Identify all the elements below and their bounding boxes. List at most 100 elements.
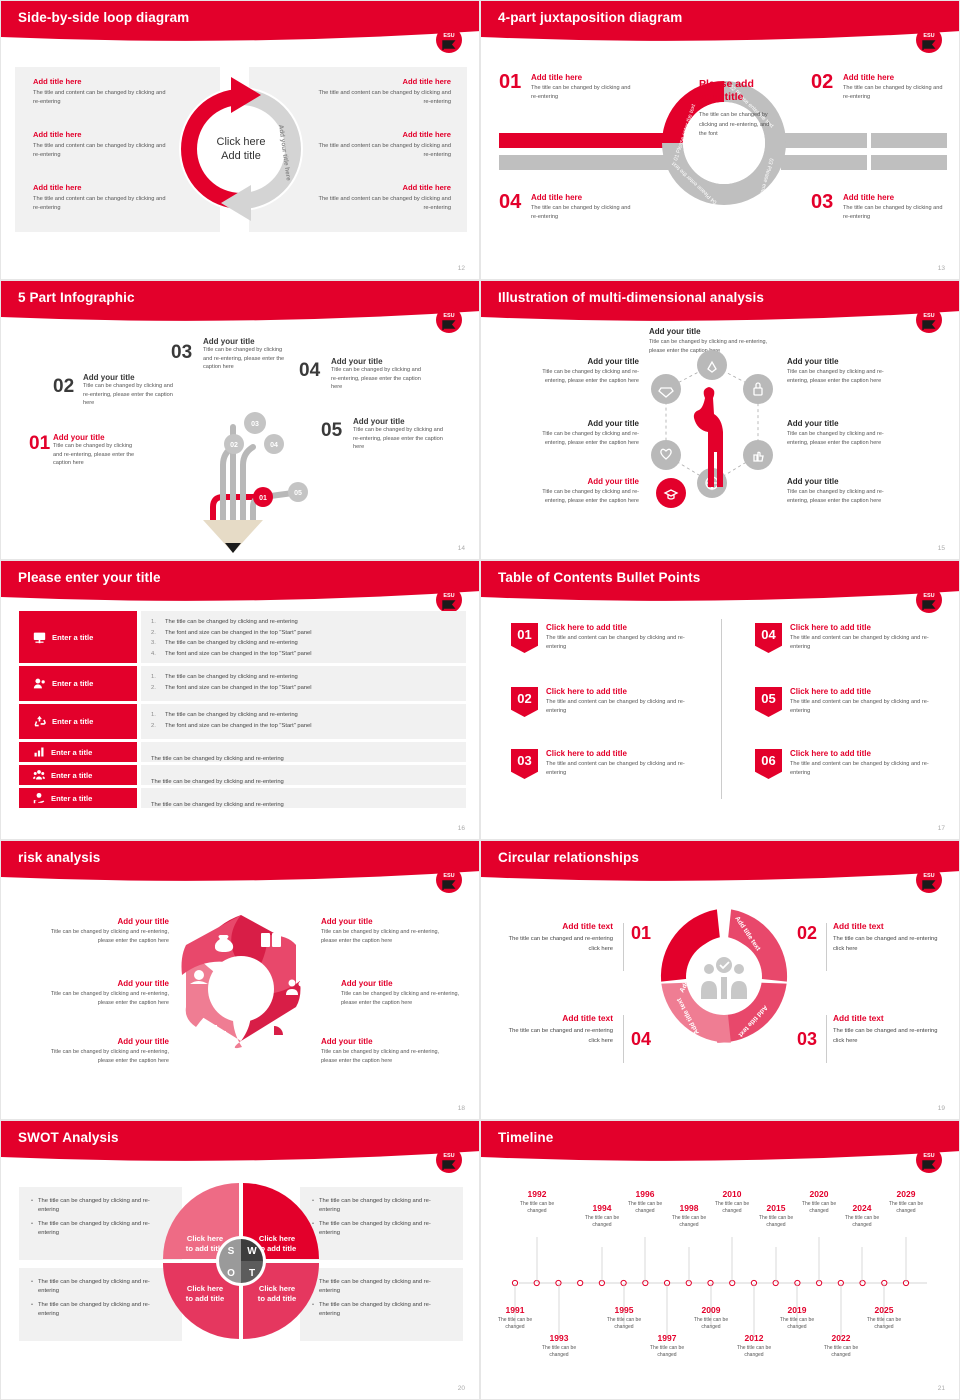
toc-item-03[interactable]: 03 Click here to add title The title and c… [511,749,686,779]
timeline-item-above[interactable]: 2020 The title can be changed [794,1189,844,1216]
caption: The title can be changed [779,1317,815,1331]
toc-item-02[interactable]: 02 Click here to add title The title and c… [511,687,686,717]
right-item-2[interactable]: Add your title Title can be changed by cl… [787,419,905,448]
timeline-item-below[interactable]: 1993 The title can be changed [534,1333,584,1360]
enter-title-button-1[interactable]: Enter a title [19,611,137,663]
right-item-2[interactable]: Add title here The title and content can … [316,130,451,159]
multi-dimension-diagram[interactable] [627,343,797,523]
left-item-2[interactable]: Add your title Title can be changed by cl… [41,979,169,1008]
item-01[interactable]: 01 Add your title Title can be changed by… [29,433,141,468]
timeline-item-below[interactable]: 1991 The title can be changed [490,1305,540,1332]
pencil-branch-diagram[interactable]: 01 02 03 04 05 [141,385,341,555]
enter-title-button-5[interactable]: Enter a title [19,765,137,785]
toc-item-01[interactable]: 01 Click here to add title The title and c… [511,623,686,653]
pinwheel-diagram[interactable] [156,905,326,1075]
item-05[interactable]: 05 Add your title Title can be changed by… [321,417,451,452]
item-02[interactable]: Add title here The title can be changed b… [843,73,948,102]
slide-body: Add your title Title can be changed by cl… [481,325,959,559]
bar-right-gray-4 [871,155,947,170]
left-item-1[interactable]: Add title here The title and content can … [33,77,168,106]
timeline-dot[interactable] [555,1279,562,1287]
slide-body: 01 Click here to add title The title and c… [481,605,959,839]
swot-wheel[interactable]: Click here to add title Click here to ad… [161,1181,321,1341]
right-item-3[interactable]: Add title here The title and content can … [316,183,451,212]
juxtaposition-ring[interactable]: 01 Please enter the text 02 Please enter… [649,63,799,223]
swot-panel-3[interactable]: The title can be changed by clicking and… [19,1268,182,1341]
item-badge: 02 [511,687,538,717]
timeline-item-below[interactable]: 2025 The title can be changed [859,1305,909,1332]
timeline-item-above[interactable]: 1992 The title can be changed [512,1189,562,1216]
item-desc: The title and content can be changed by … [318,143,451,158]
page-title: 4-part juxtaposition diagram [498,10,683,25]
loop-diagram[interactable]: Click here Add title Add your title here… [169,67,313,232]
timeline-item-below[interactable]: 2019 The title can be changed [772,1305,822,1332]
left-item-1[interactable]: Add your title Title can be changed by cl… [521,357,639,386]
enter-title-button-6[interactable]: Enter a title [19,788,137,808]
timeline-item-above[interactable]: 2024 The title can be changed [837,1203,887,1230]
button-label: Enter a title [51,793,93,803]
item-title: Add title here [843,193,895,202]
left-item-3[interactable]: Add your title Title can be changed by cl… [41,1037,169,1066]
right-item-3[interactable]: Add your title Title can be changed by cl… [321,1037,449,1066]
toc-item-04[interactable]: 04 Click here to add title The title and c… [755,623,930,653]
timeline-item-above[interactable]: 2015 The title can be changed [751,1203,801,1230]
left-item-2[interactable]: Add your title Title can be changed by cl… [521,419,639,448]
timeline-dot[interactable] [707,1279,714,1287]
left-item-1[interactable]: Add your title Title can be changed by cl… [41,917,169,946]
esu-logo: ESU [436,587,462,613]
item-02-text[interactable]: Add title text The title can be changed a… [833,921,945,955]
toc-item-06[interactable]: 06 Click here to add title The title and c… [755,749,930,779]
building-icon [208,1025,226,1043]
swot-panel-4[interactable]: The title can be changed by clicking and… [300,1268,463,1341]
enter-title-button-3[interactable]: Enter a title [19,704,137,739]
timeline-item-below[interactable]: 1997 The title can be changed [642,1333,692,1360]
timeline-item-above[interactable]: 1996 The title can be changed [620,1189,670,1216]
timeline-item-above[interactable]: 1998 The title can be changed [664,1203,714,1230]
timeline-item-above[interactable]: 2010 The title can be changed [707,1189,757,1216]
top-item[interactable]: Add your title Title can be changed by cl… [649,327,774,356]
timeline-item-above[interactable]: 2029 The title can be changed [881,1189,931,1216]
timeline-item-below[interactable]: 2009 The title can be changed [686,1305,736,1332]
item-03[interactable]: 03 Add your title Title can be changed by… [171,337,291,372]
item-03-text[interactable]: Add title text The title can be changed a… [833,1013,945,1047]
divider-02 [826,923,827,971]
enter-title-button-2[interactable]: Enter a title [19,666,137,701]
slide-5-part-infographic: 5 Part Infographic ESU 01 02 03 04 05 01… [0,280,480,560]
center-text[interactable]: Please add your title The title can be c… [699,78,771,140]
slide-header: Side-by-side loop diagram [1,1,479,45]
left-item-3[interactable]: Add title here The title and content can … [33,183,168,212]
page-number: 13 [937,265,945,272]
list-item: The title can be changed by clicking and… [312,1301,451,1319]
timeline-dot[interactable] [859,1279,866,1287]
item-02[interactable]: 02 Add your title Title can be changed by… [53,373,173,408]
item-01[interactable]: Add title here The title can be changed b… [531,73,636,102]
timeline-item-below[interactable]: 2022 The title can be changed [816,1333,866,1360]
timeline-item-below[interactable]: 1995 The title can be changed [599,1305,649,1332]
item-03[interactable]: Add title here The title can be changed b… [843,193,948,222]
timeline-dot[interactable] [577,1279,584,1287]
item-01-text[interactable]: Add title text The title can be changed a… [501,921,613,955]
circular-relationship-ring[interactable]: Add title text Add title text Add title … [649,897,799,1057]
enter-title-button-4[interactable]: Enter a title [19,742,137,762]
right-item-1[interactable]: Add your title Title can be changed by cl… [321,917,449,946]
timeline-item-below[interactable]: 2012 The title can be changed [729,1333,779,1360]
timeline-item-above[interactable]: 1994 The title can be changed [577,1203,627,1230]
right-item-2[interactable]: Add your title Title can be changed by cl… [341,979,469,1008]
item-04[interactable]: 04 Add your title Title can be changed by… [299,357,424,392]
right-item-3[interactable]: Add your title Title can be changed by cl… [787,477,905,506]
item-04[interactable]: Add title here The title can be changed b… [531,193,636,222]
left-item-3[interactable]: Add your title Title can be changed by cl… [521,477,639,506]
right-item-1[interactable]: Add your title Title can be changed by cl… [787,357,905,386]
toc-item-05[interactable]: 05 Click here to add title The title and c… [755,687,930,717]
diamond-icon [651,374,681,404]
item-desc: The title and content can be changed by … [318,196,451,211]
center-line-1: Click here [217,136,266,148]
swot-panel-2[interactable]: The title can be changed by clicking and… [300,1187,463,1260]
swot-panel-1[interactable]: The title can be changed by clicking and… [19,1187,182,1260]
list-item: 1. The title can be changed by clicking a… [151,619,298,625]
item-04-text[interactable]: Add title text The title can be changed a… [501,1013,613,1047]
year: 2015 [766,1203,786,1213]
slide-risk-analysis: risk analysis ESU Add your title Title ca… [0,840,480,1120]
right-item-1[interactable]: Add title here The title and content can … [316,77,451,106]
left-item-2[interactable]: Add title here The title and content can … [33,130,168,159]
